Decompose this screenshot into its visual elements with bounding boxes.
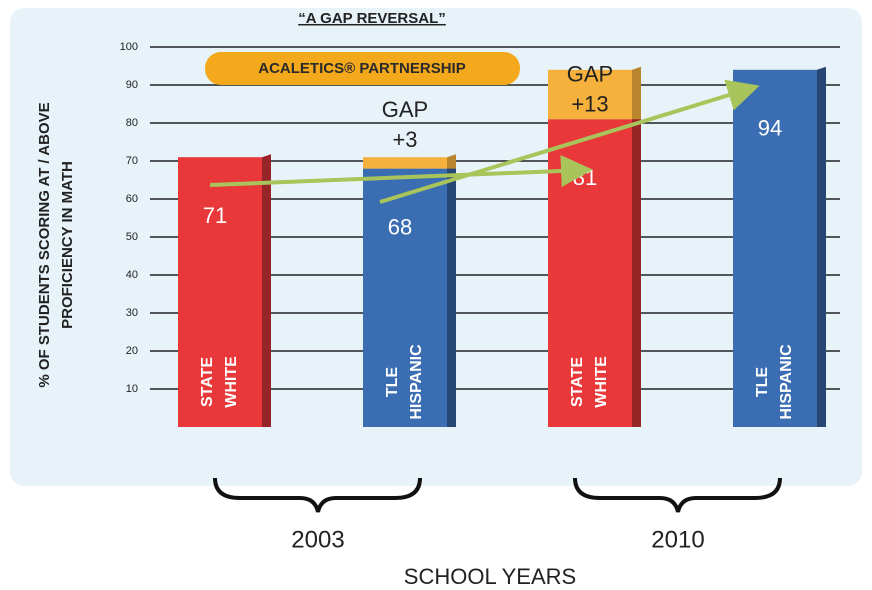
y-tick-label: 30 [126,307,138,319]
category-label: WHITE [223,356,240,408]
bar [363,168,447,427]
y-axis-label: PROFICIENCY IN MATH [59,161,76,329]
bar-side [262,154,271,427]
value-label: 68 [388,214,412,239]
value-label: 71 [203,203,227,228]
gap-label: GAP [382,97,428,122]
banner-box [205,52,520,85]
bar [178,157,262,427]
gap-label: +13 [571,92,608,117]
trend-arrow [209,154,593,187]
bar-side [632,116,641,427]
brace [213,477,422,513]
trend-arrow [379,79,760,204]
category-label: HISPANIC [408,344,425,420]
category-label: TLE [754,367,771,398]
y-axis-label: % OF STUDENTS SCORING AT / ABOVE [36,102,53,387]
category-label: STATE [569,357,586,407]
bar-side [817,66,826,428]
bar-side [447,165,456,427]
value-label: 94 [758,116,782,141]
x-axis-label: SCHOOL YEARS [404,564,576,589]
plot: 10 20 30 40 50 60 70 80 90 100 71 STATE WHITE 68 TLE HI… [120,41,840,428]
banner: ACALETICS® PARTNERSHIP [258,60,465,77]
y-tick-label: 90 [126,79,138,91]
y-tick-label: 40 [126,269,138,281]
gap-segment [363,157,447,169]
gap-label: +3 [392,127,417,152]
gap-label: GAP [567,62,613,87]
category-label: TLE [384,367,401,398]
gap-segment [548,69,632,120]
group-label: 2010 [651,526,704,553]
y-tick-label: 10 [126,383,138,395]
y-tick-label: 70 [126,155,138,167]
bar [733,69,817,428]
chart-title: “A GAP REVERSAL” [298,10,446,27]
y-tick-label: 50 [126,231,138,243]
category-label: HISPANIC [778,344,795,420]
category-label: STATE [199,357,216,407]
y-tick-label: 100 [120,41,138,53]
group-label: 2003 [291,526,344,553]
brace [573,477,782,513]
gap-side [447,154,456,169]
y-tick-label: 20 [126,345,138,357]
y-tick-label: 60 [126,193,138,205]
y-tick-label: 80 [126,117,138,129]
category-label: WHITE [593,356,610,408]
gap-side [632,66,641,120]
